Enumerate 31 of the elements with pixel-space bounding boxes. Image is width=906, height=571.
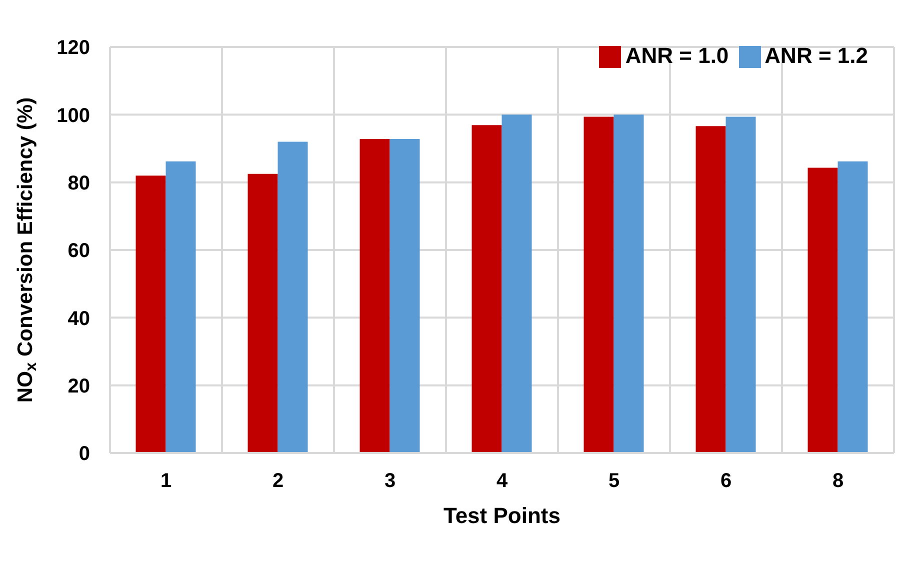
bar [696,126,726,453]
bar [360,139,390,453]
bar [584,116,614,453]
x-tick-label: 3 [384,470,396,492]
bar [136,176,166,453]
bar [502,114,532,453]
bar [838,161,868,453]
bar [166,161,196,453]
bar [278,142,308,453]
x-axis-title: Test Points [444,503,560,528]
y-tick-label: 0 [78,443,90,466]
x-tick-label: 2 [272,470,284,492]
x-tick-label: 6 [720,470,732,492]
legend-label: ANR = 1.0 [625,43,729,68]
bar [472,125,502,453]
y-tick-label: 40 [68,308,90,330]
bar [726,116,756,453]
y-tick-label: 60 [68,240,90,262]
x-tick-label: 4 [496,470,508,492]
y-tick-label: 120 [56,37,90,60]
y-tick-label: 80 [68,172,90,194]
x-tick-label: 5 [608,470,620,492]
bar [248,174,278,453]
y-tick-label: 20 [68,375,90,398]
x-tick-label: 1 [160,470,172,492]
x-tick-label: 8 [832,470,844,492]
bar [614,114,644,453]
legend-label: ANR = 1.2 [764,43,868,68]
bar [808,168,838,453]
y-tick-label: 100 [56,104,90,127]
bar [390,139,420,453]
